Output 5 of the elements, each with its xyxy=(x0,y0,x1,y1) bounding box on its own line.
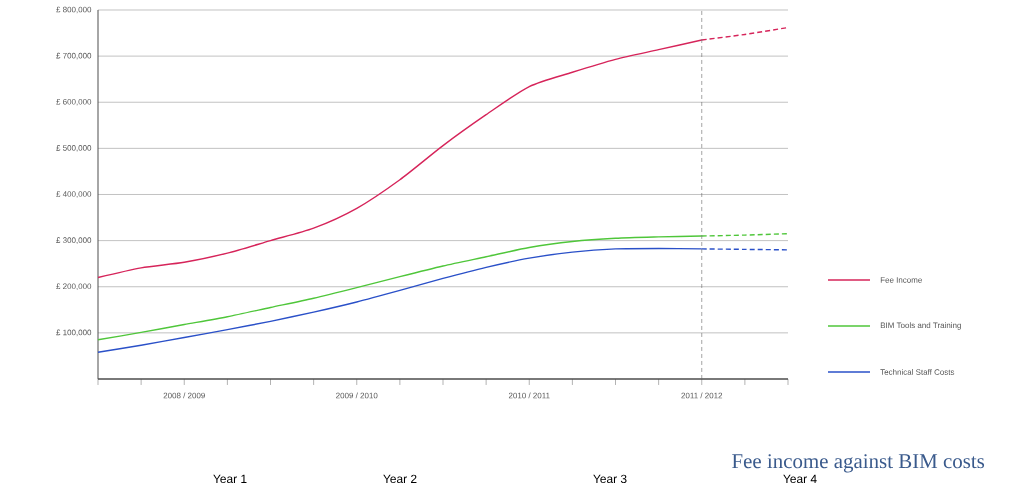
text: Fee income against BIM costs xyxy=(732,454,985,473)
text: Year 3 xyxy=(593,474,627,484)
text: Year 2 xyxy=(383,474,417,484)
text: Year 1 xyxy=(213,474,247,484)
text: Year 4 xyxy=(783,474,817,484)
